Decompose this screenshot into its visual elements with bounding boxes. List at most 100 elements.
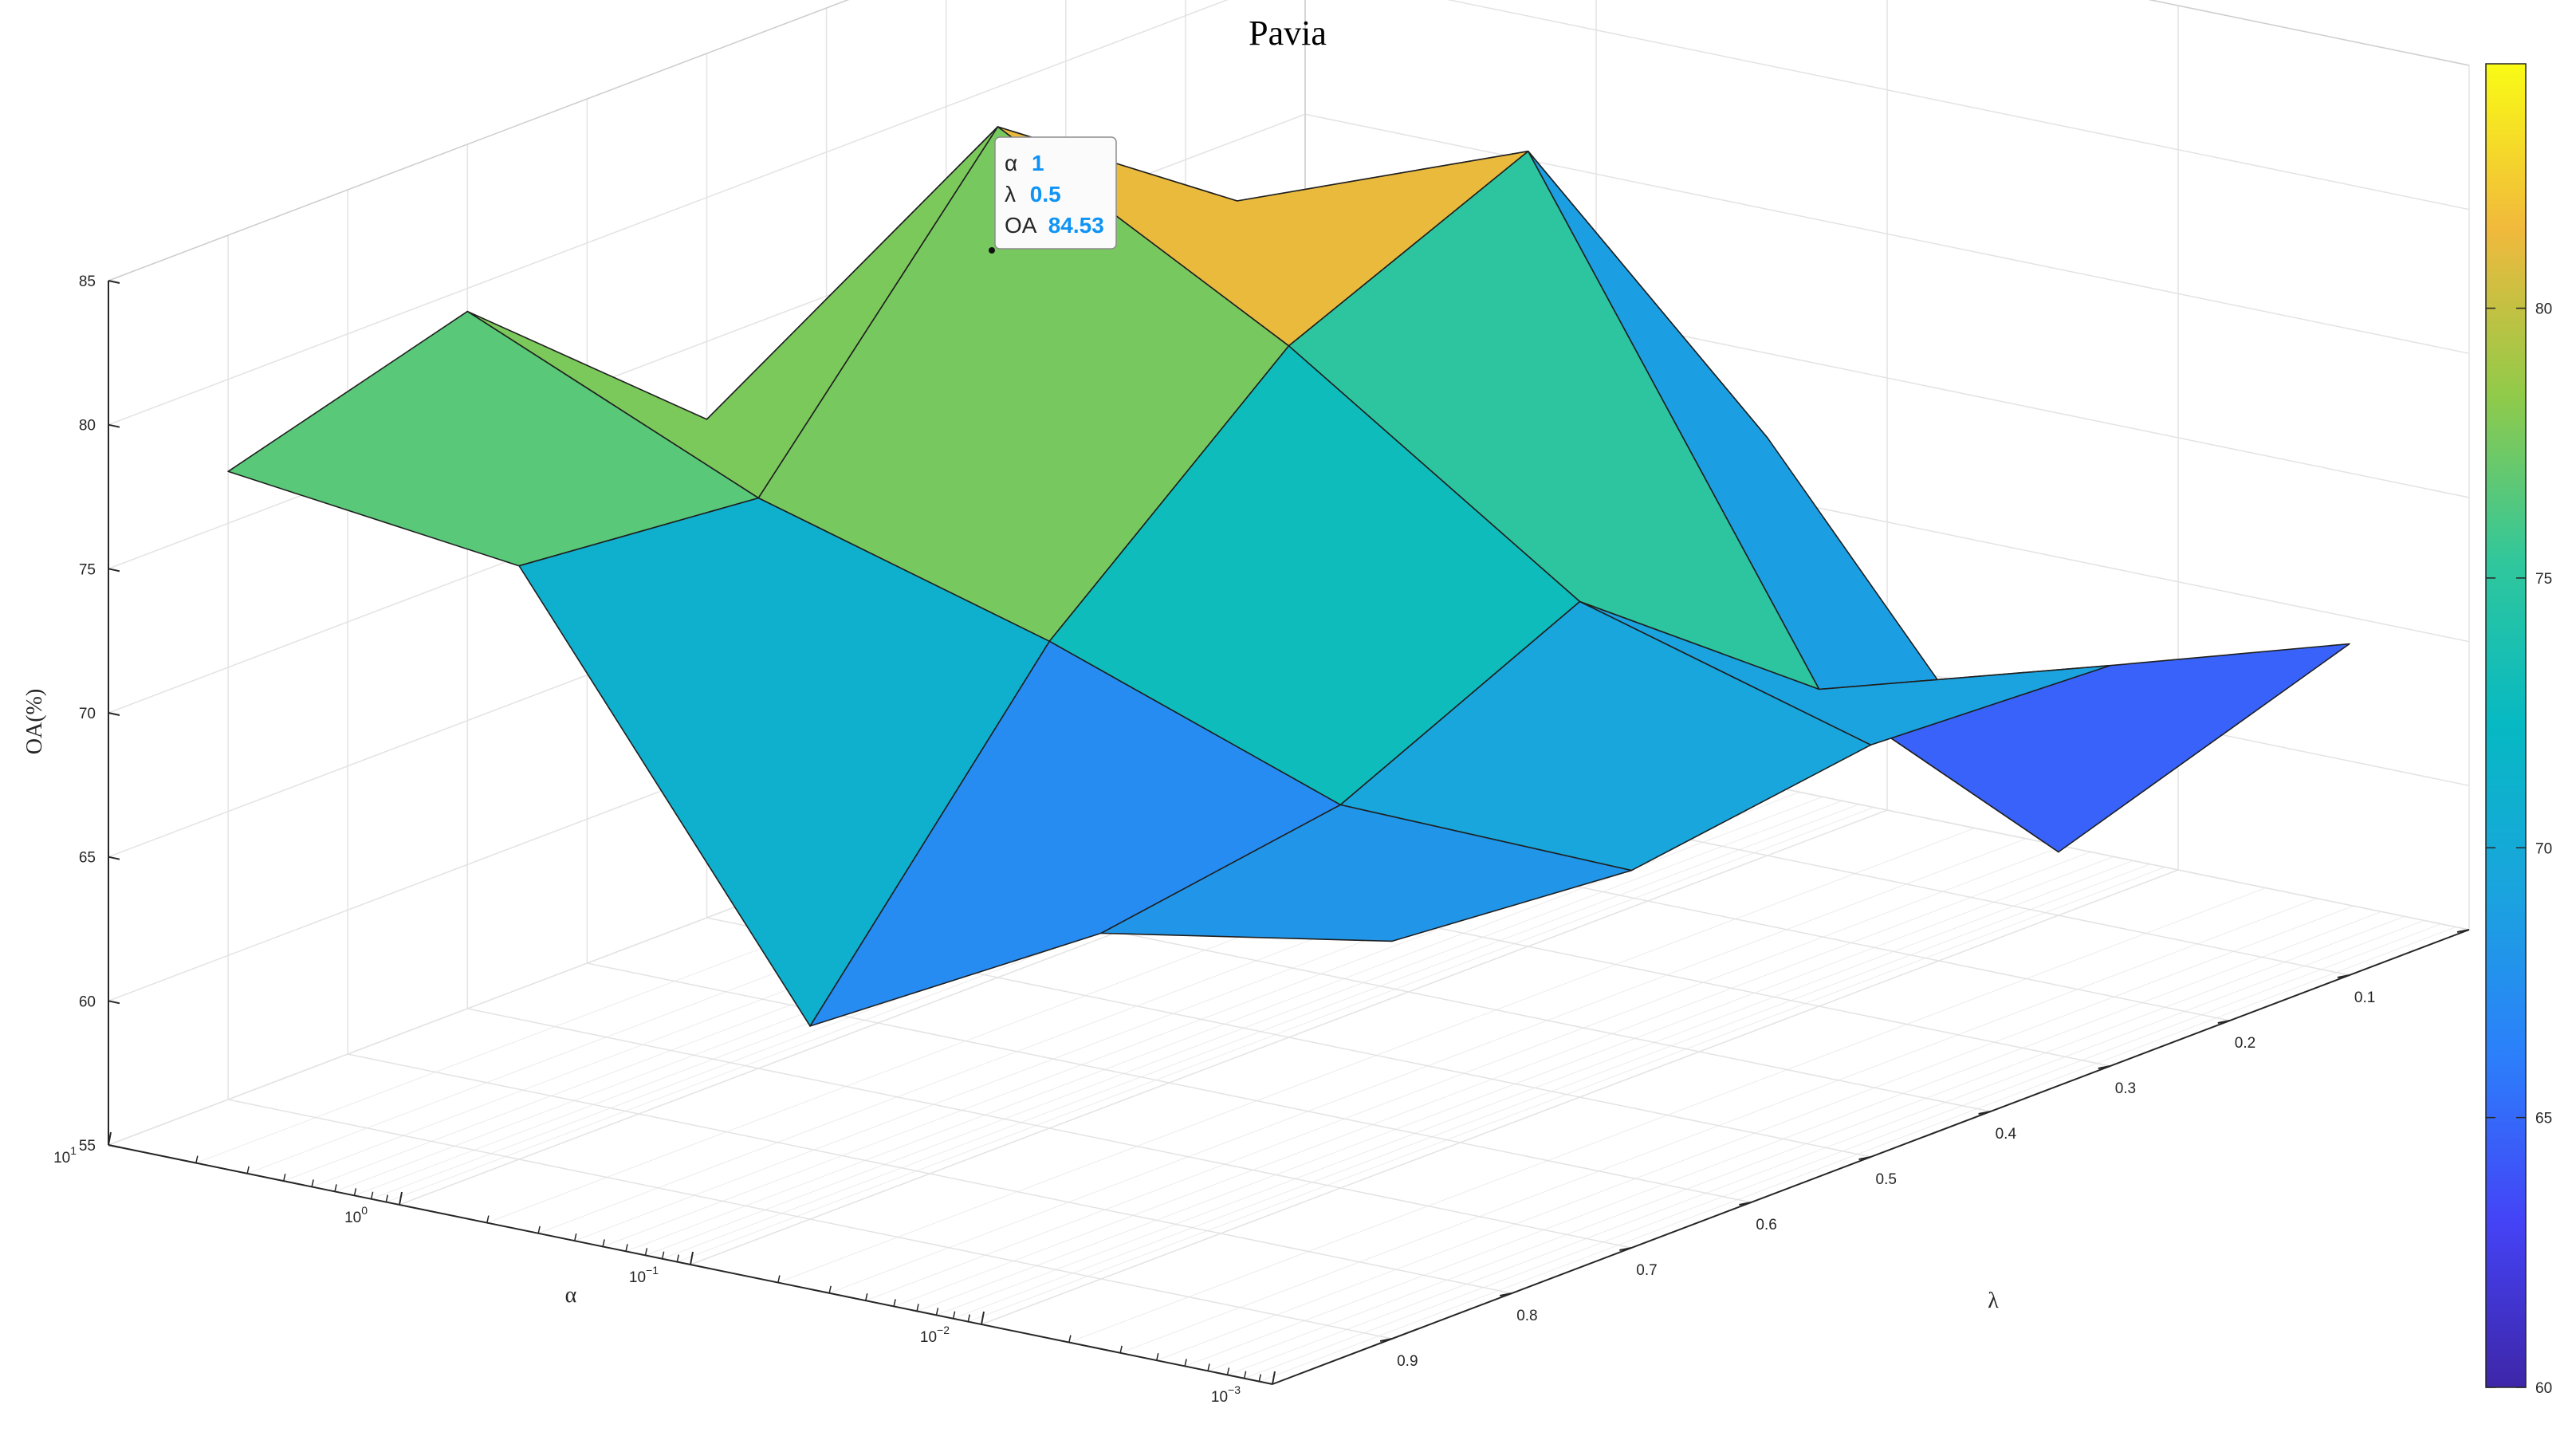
alpha-minor-tick (311, 1179, 314, 1187)
z-tick-label: 80 (79, 418, 96, 435)
z-tick-label: 65 (79, 850, 96, 867)
alpha-minor-tick (370, 1191, 374, 1199)
datatip-oa-value: 84.53 (1048, 213, 1104, 238)
lambda-tick-label: 0.7 (1636, 1262, 1657, 1279)
z-tick-mark (108, 423, 120, 428)
alpha-minor-tick (1243, 1371, 1247, 1379)
lambda-floor-gridline (348, 1053, 1512, 1294)
colorbar-tick-label: 60 (2535, 1380, 2552, 1397)
alpha-minor-tick (952, 1311, 956, 1319)
lambda-axis-label: λ (1988, 1288, 1999, 1313)
lambda-tick-label: 0.1 (2354, 989, 2375, 1006)
surface-cell (1100, 804, 1633, 942)
alpha-minor-tick (1226, 1367, 1230, 1375)
alpha-minor-tick (486, 1215, 490, 1223)
alpha-minor-tick (893, 1299, 896, 1307)
alpha-minor-tick (334, 1184, 337, 1192)
lambda-tick-mark (2337, 974, 2350, 978)
datatip-box (994, 136, 1117, 250)
alpha-minor-tick (661, 1251, 665, 1259)
alpha-minor-tick (602, 1239, 605, 1247)
z-tick-mark (108, 280, 120, 284)
chart-title: Pavia (1249, 14, 1327, 53)
z-tick-label: 85 (79, 273, 96, 290)
alpha-minor-tick (1184, 1359, 1187, 1367)
colorbar-tick-label: 75 (2535, 571, 2552, 588)
alpha-minor-tick (1119, 1345, 1123, 1353)
alpha-tick-label: 100 (344, 1204, 368, 1226)
lambda-floor-gridline (227, 1099, 1393, 1340)
colorbar-tick-label: 80 (2535, 301, 2552, 318)
lambda-tick-mark (2456, 929, 2470, 933)
lambda-tick-mark (1858, 1156, 1871, 1160)
alpha-tick-label: 101 (53, 1144, 77, 1167)
lambda-floor-gridline (467, 1008, 1632, 1249)
colorbar-tick-label: 70 (2535, 840, 2552, 857)
z-gridline (108, 0, 2470, 426)
lambda-tick-mark (1739, 1202, 1752, 1206)
lambda-tick-mark (1500, 1292, 1512, 1296)
lambda-tick-mark (1379, 1338, 1393, 1342)
alpha-minor-tick (625, 1244, 628, 1252)
datatip-marker (989, 247, 995, 254)
z-tick-label: 55 (79, 1138, 96, 1155)
colorbar-bar (2485, 63, 2527, 1388)
z-tick-label: 70 (79, 706, 96, 722)
lambda-tick-label: 0.8 (1516, 1308, 1537, 1324)
lambda-floor-gridline (587, 962, 1752, 1203)
alpha-minor-tick (1068, 1335, 1072, 1343)
lambda-tick-label: 0.3 (2115, 1080, 2136, 1097)
z-tick-mark (108, 1144, 120, 1148)
alpha-minor-tick (777, 1275, 781, 1283)
lambda-tick-label: 0.6 (1756, 1217, 1776, 1233)
alpha-tick-mark (981, 1311, 985, 1325)
datatip-oa-label: OA (1005, 213, 1037, 238)
svg-text:α 1: α 1 (1005, 151, 1044, 175)
alpha-minor-tick (574, 1233, 577, 1241)
datatip-alpha-label: α (1005, 151, 1017, 175)
lambda-tick-mark (2217, 1020, 2230, 1024)
svg-text:λ 0.5: λ 0.5 (1005, 182, 1061, 207)
surface-plot[interactable] (227, 126, 2350, 1027)
alpha-tick-mark (108, 1131, 112, 1146)
datatip-alpha-value: 1 (1032, 151, 1044, 175)
alpha-minor-tick (644, 1248, 648, 1256)
alpha-minor-tick (676, 1254, 680, 1262)
alpha-minor-tick (1207, 1363, 1210, 1371)
alpha-minor-tick (935, 1308, 939, 1316)
z-axis-label: OA(%) (22, 689, 47, 754)
lambda-tick-mark (2098, 1065, 2110, 1069)
colorbar: 60 65 70 75 80 (2485, 63, 2552, 1397)
lambda-tick-label: 0.9 (1397, 1353, 1418, 1370)
colorbar-tick-label: 65 (2535, 1111, 2552, 1127)
alpha-tick-mark (399, 1191, 403, 1206)
lambda-tick-label: 0.4 (1996, 1126, 2017, 1143)
datatip-lambda-value: 0.5 (1030, 182, 1061, 207)
z-tick-label: 60 (79, 993, 96, 1010)
alpha-tick-label: 10−1 (629, 1264, 659, 1286)
alpha-minor-tick (916, 1304, 919, 1312)
top-edge (108, 0, 2470, 281)
z-tick-mark (108, 568, 120, 572)
alpha-minor-tick (1156, 1352, 1159, 1361)
lambda-tick-mark (1978, 1111, 1991, 1115)
alpha-tick-mark (690, 1251, 694, 1265)
alpha-tick-label: 10−2 (920, 1324, 950, 1346)
alpha-minor-tick (1258, 1374, 1262, 1382)
lambda-tick-mark (1619, 1247, 1632, 1251)
alpha-minor-tick (828, 1285, 832, 1293)
svg-text:OA 84.53: OA 84.53 (1005, 213, 1104, 238)
alpha-minor-tick (385, 1194, 389, 1202)
alpha-axis-label: α (565, 1283, 577, 1308)
tick-labels: 55 60 65 70 75 80 85 101 100 10−1 10−2 10−3 0.9 0.8 0.… (53, 273, 2470, 1406)
alpha-minor-tick (353, 1188, 357, 1196)
z-tick-mark (108, 712, 120, 716)
alpha-tick-label: 10−3 (1211, 1383, 1241, 1406)
datatip[interactable]: α 1 λ 0.5 OA 84.53 (989, 136, 1117, 254)
lambda-tick-label: 0.2 (2235, 1035, 2255, 1052)
alpha-minor-tick (283, 1173, 286, 1182)
alpha-minor-tick (537, 1226, 541, 1233)
z-tick-label: 75 (79, 561, 96, 578)
z-tick-mark (108, 1000, 120, 1005)
